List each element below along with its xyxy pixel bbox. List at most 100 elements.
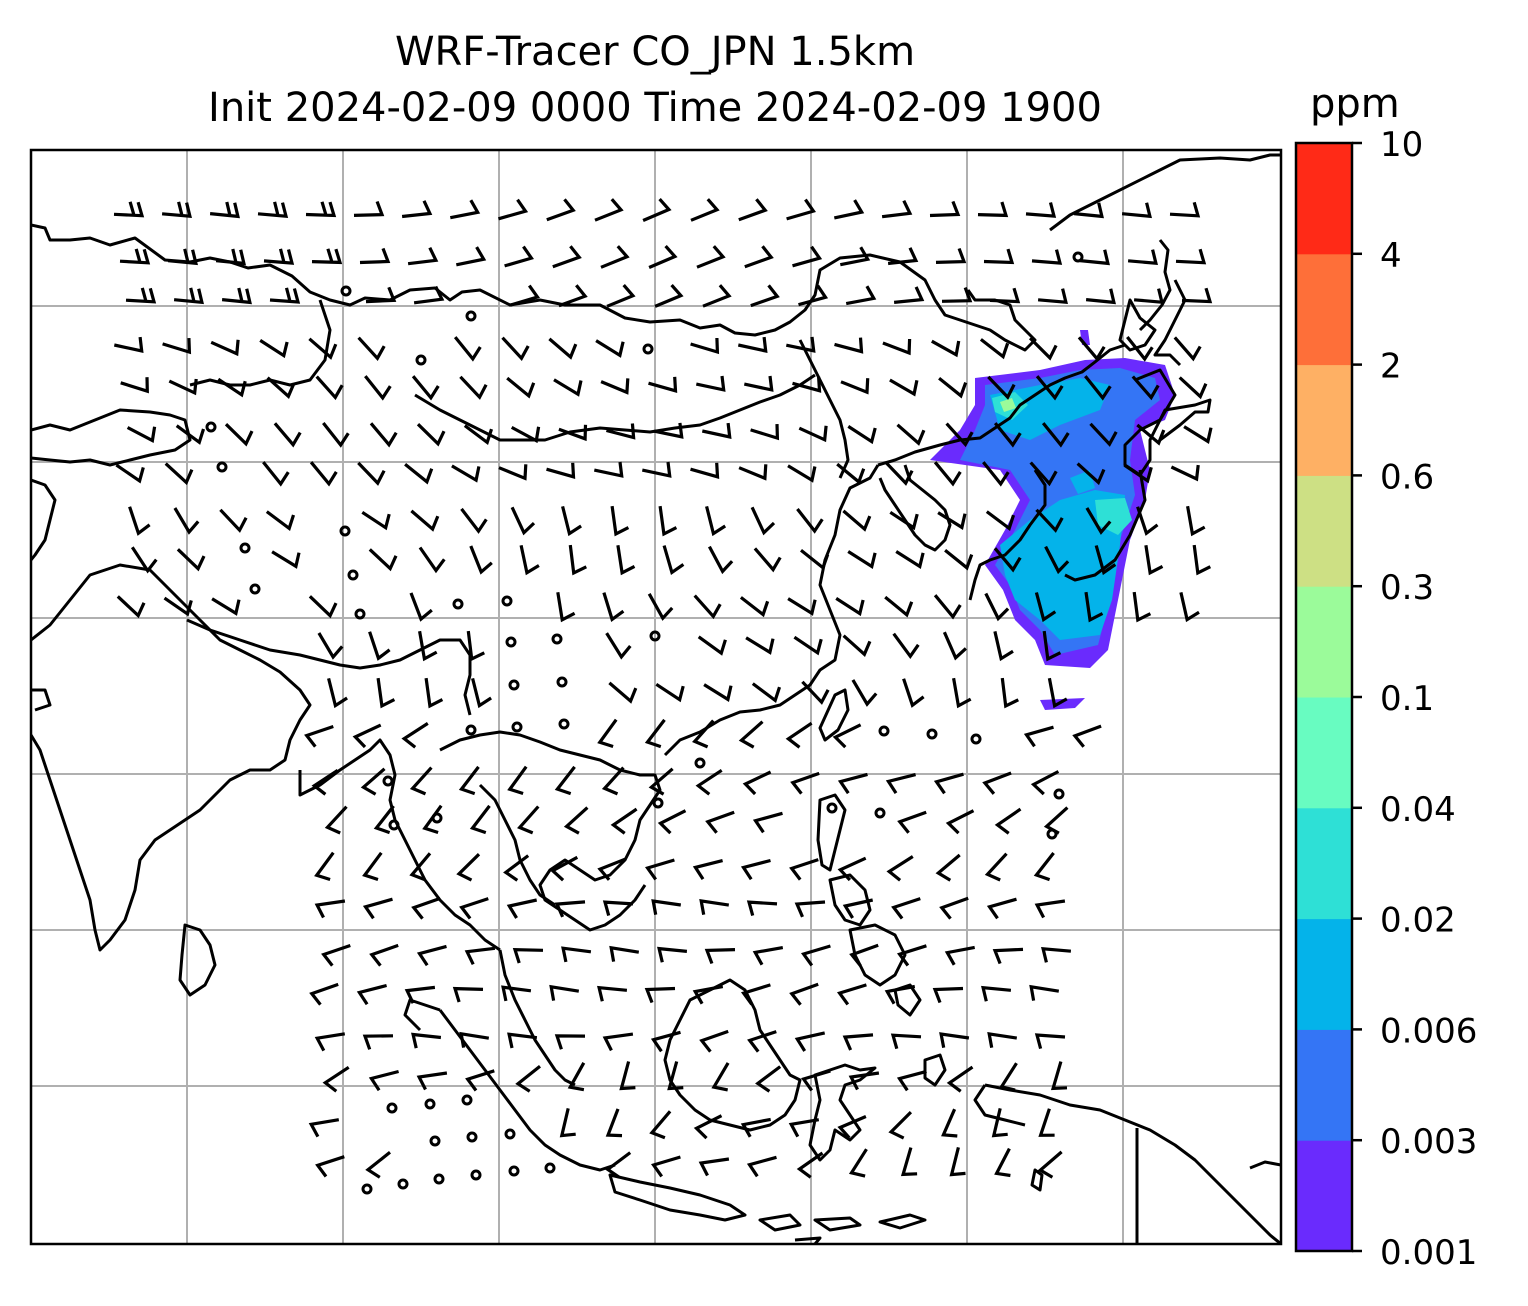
wind-barb	[1084, 375, 1112, 401]
wind-barb	[1037, 1150, 1063, 1179]
colorbar-tick-label: 0.006	[1380, 1011, 1477, 1051]
wind-barb	[993, 547, 1022, 573]
wind-barb	[368, 1069, 399, 1092]
wind-barb	[834, 337, 864, 354]
wind-barb	[125, 287, 157, 304]
wind-barb	[362, 851, 383, 882]
wind-barb	[648, 767, 674, 796]
wind-barb	[610, 505, 630, 537]
wind-barb	[602, 900, 634, 917]
wind-barb	[896, 1069, 927, 1092]
wind-barb	[840, 378, 870, 395]
wind-barb	[548, 337, 578, 360]
wind-barbs	[113, 198, 1213, 1179]
wind-barb	[314, 851, 335, 882]
wind-barb	[221, 287, 252, 305]
wind-barb	[1041, 422, 1070, 448]
colorbar-bin	[1296, 143, 1352, 255]
wind-barb	[645, 858, 675, 881]
wind-barb	[1179, 592, 1200, 623]
wind-barb	[648, 376, 678, 393]
wind-barb	[469, 804, 491, 835]
wind-barb	[322, 422, 350, 448]
wind-barb	[360, 767, 386, 796]
wind-barb	[606, 284, 636, 308]
wind-barb	[987, 1031, 1018, 1048]
wind-barb	[655, 682, 685, 703]
wind-barb	[416, 944, 447, 967]
wind-barb	[173, 287, 204, 305]
wind-barb	[364, 375, 392, 401]
wind-barb	[559, 1108, 576, 1138]
wind-barb	[1085, 507, 1112, 535]
wind-barb	[271, 550, 301, 569]
wind-barb	[987, 375, 1016, 400]
wind-barb	[994, 1147, 1011, 1178]
wind-barb	[1029, 461, 1058, 487]
wind-barb	[889, 510, 919, 531]
wind-barb	[1175, 248, 1207, 265]
wind-barb	[892, 632, 920, 660]
map-title-line2: Init 2024-02-09 0000 Time 2024-02-09 190…	[208, 85, 1102, 131]
wind-barb	[126, 426, 157, 443]
wind-barb	[1033, 852, 1055, 882]
wind-barb	[273, 422, 302, 448]
wind-barb	[696, 245, 726, 269]
wind-barb	[449, 199, 481, 220]
wind-barb	[554, 1034, 586, 1050]
wind-barb	[945, 809, 975, 835]
wind-barb	[416, 1071, 448, 1091]
wind-barb	[945, 422, 974, 448]
wind-barb	[361, 510, 391, 531]
wind-barb	[1183, 425, 1213, 444]
wind-barb	[790, 771, 820, 795]
colorbar-bin	[1296, 364, 1352, 476]
wind-barb	[469, 545, 493, 575]
wind-barb	[1037, 288, 1068, 304]
wind-barb	[1025, 202, 1057, 218]
wind-barb	[369, 422, 398, 448]
wind-barb	[1079, 249, 1110, 266]
wind-barb	[262, 461, 290, 487]
wind-barb	[1041, 947, 1072, 963]
wind-barb	[561, 506, 582, 537]
wind-barb	[889, 378, 919, 397]
colorbar-tick-label: 10	[1380, 125, 1423, 165]
wind-barb	[657, 809, 687, 835]
wind-barb	[1127, 249, 1158, 265]
wind-barb	[1123, 463, 1153, 484]
wind-barb	[546, 198, 576, 222]
wind-barb	[885, 773, 916, 794]
wind-barb	[993, 422, 1022, 448]
wind-barb	[946, 1065, 974, 1093]
wind-barb	[845, 285, 877, 306]
wind-barb	[376, 677, 396, 709]
wind-barb	[692, 859, 723, 880]
wind-barb	[699, 1029, 729, 1053]
wind-barb	[506, 898, 538, 919]
wind-barb	[503, 854, 530, 882]
wind-barb	[647, 593, 674, 621]
wind-barb	[941, 287, 973, 303]
wind-barb	[750, 424, 780, 441]
wind-barb	[690, 198, 720, 222]
wind-barb	[265, 510, 296, 532]
wind-barb	[942, 631, 967, 661]
wind-barb	[305, 201, 337, 218]
wind-barb	[796, 508, 824, 534]
wind-barb	[113, 201, 145, 218]
wind-barb	[738, 720, 764, 749]
wind-barb	[893, 286, 925, 304]
wind-barb	[163, 596, 193, 617]
wind-barb	[452, 986, 484, 1003]
wind-barb	[698, 1157, 730, 1177]
wind-barb	[418, 630, 438, 662]
wind-barb	[352, 723, 382, 749]
wind-barb	[317, 632, 344, 660]
map-title-line1: WRF-Tracer CO_JPN 1.5km	[394, 29, 916, 75]
wind-barb	[161, 201, 192, 218]
wind-barb	[798, 284, 829, 307]
wind-barb	[793, 635, 823, 656]
wind-barb	[787, 597, 817, 616]
wind-barb	[1023, 725, 1054, 748]
